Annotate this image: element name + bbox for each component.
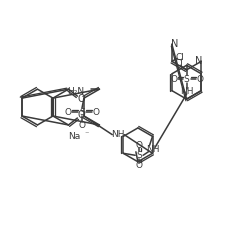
Text: O: O: [196, 75, 203, 84]
Text: S: S: [136, 151, 142, 160]
Text: NH: NH: [111, 130, 125, 139]
Text: NH: NH: [146, 145, 160, 154]
Text: S: S: [79, 108, 85, 117]
Text: O: O: [170, 75, 177, 84]
Text: Cl: Cl: [176, 53, 184, 62]
Text: ⁻: ⁻: [85, 129, 89, 138]
Text: O: O: [78, 110, 85, 120]
Text: O: O: [65, 108, 72, 117]
Text: N: N: [194, 56, 202, 66]
Text: O: O: [136, 161, 143, 170]
Text: O: O: [136, 141, 143, 150]
Text: H₂N: H₂N: [67, 87, 84, 96]
Text: NH: NH: [180, 87, 193, 96]
Text: Na: Na: [68, 132, 80, 141]
Text: S: S: [184, 75, 190, 84]
Text: N: N: [171, 40, 179, 50]
Text: O: O: [78, 94, 85, 104]
Text: O: O: [92, 108, 99, 117]
Text: O: O: [78, 121, 85, 130]
Text: Cl: Cl: [174, 59, 183, 68]
